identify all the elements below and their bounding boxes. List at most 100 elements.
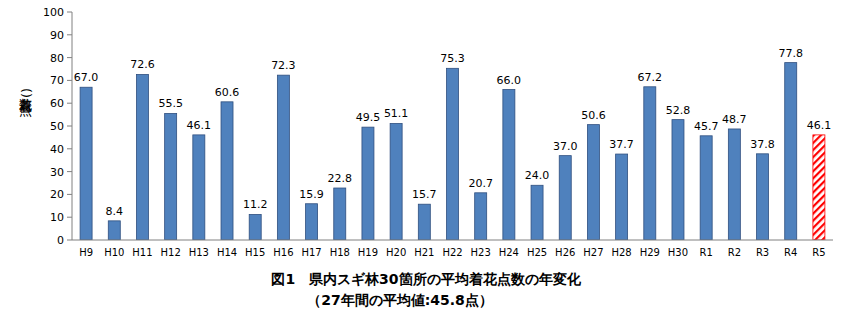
y-tick-label: 0 [57, 234, 64, 247]
y-tick [67, 103, 72, 104]
data-label: 37.7 [609, 138, 634, 151]
bar [362, 127, 374, 240]
y-tick [67, 148, 72, 149]
bar [503, 90, 515, 240]
y-tick-label: 100 [43, 6, 64, 19]
x-tick-label: H29 [640, 247, 660, 258]
data-label: 37.0 [553, 140, 578, 153]
x-tick-label: H11 [132, 247, 152, 258]
y-tick [67, 34, 72, 35]
bar [108, 221, 120, 240]
data-label: 22.8 [328, 172, 353, 185]
bar [475, 193, 487, 240]
y-tick [67, 57, 72, 58]
x-axis [72, 240, 833, 241]
x-tick-label: R4 [784, 247, 797, 258]
data-label: 67.0 [74, 71, 99, 84]
bar [80, 87, 92, 240]
data-label: 49.5 [356, 111, 381, 124]
y-tick-label: 20 [50, 188, 64, 201]
bar [221, 102, 233, 240]
data-label: 46.1 [807, 119, 832, 132]
title: 図1 県内スギ林30箇所の平均着花点数の年変化 [271, 271, 581, 287]
y-tick-label: 80 [50, 52, 64, 65]
x-tick-label: H22 [442, 247, 462, 258]
x-tick-label: H10 [104, 247, 124, 258]
y-tick [67, 171, 72, 172]
x-tick-label: H18 [330, 247, 350, 258]
data-label: 66.0 [497, 74, 522, 87]
y-tick [67, 126, 72, 127]
x-tick-label: H14 [217, 247, 237, 258]
data-label: 20.7 [468, 177, 493, 190]
bar [728, 129, 740, 240]
y-tick [67, 240, 72, 241]
data-label: 46.1 [187, 119, 212, 132]
x-tick-label: R2 [728, 247, 741, 258]
x-tick-label: H9 [79, 247, 93, 258]
bar [559, 156, 571, 240]
y-tick [67, 80, 72, 81]
bar [616, 154, 628, 240]
y-tick-label: 50 [50, 120, 64, 133]
x-tick-label: H28 [611, 247, 631, 258]
data-label: 51.1 [384, 107, 409, 120]
x-tick-label: R3 [756, 247, 769, 258]
data-label: 77.8 [778, 47, 803, 60]
data-label: 8.4 [106, 205, 124, 218]
x-tick-label: H13 [189, 247, 209, 258]
bar [700, 136, 712, 240]
bar [757, 154, 769, 240]
bar [644, 87, 656, 240]
data-label: 37.8 [750, 138, 775, 151]
bar [334, 188, 346, 240]
x-tick-label: H20 [386, 247, 406, 258]
x-tick-label: H26 [555, 247, 575, 258]
x-tick-label: H27 [583, 247, 603, 258]
x-tick-label: R5 [812, 247, 825, 258]
x-tick-label: R1 [700, 247, 713, 258]
x-tick-label: H16 [273, 247, 293, 258]
data-label: 15.9 [299, 188, 324, 201]
y-tick [67, 217, 72, 218]
bar [193, 135, 205, 240]
x-tick-label: H24 [499, 247, 519, 258]
y-tick-label: 70 [50, 74, 64, 87]
data-label: 11.2 [243, 198, 268, 211]
data-label: 24.0 [525, 169, 550, 182]
bar [531, 185, 543, 240]
bar [418, 204, 430, 240]
y-tick [67, 194, 72, 195]
x-tick-label: H15 [245, 247, 265, 258]
data-label: 60.6 [215, 86, 240, 99]
data-label: 50.6 [581, 109, 606, 122]
data-label: 67.2 [638, 71, 663, 84]
bar [672, 120, 684, 240]
data-label: 48.7 [722, 113, 747, 126]
x-tick-label: H23 [471, 247, 491, 258]
x-tick-label: H12 [161, 247, 181, 258]
y-tick-label: 90 [50, 29, 64, 42]
x-tick-label: H19 [358, 247, 378, 258]
chart: 0102030405060708090100H9H10H11H12H13H14H… [0, 0, 851, 317]
bar [277, 75, 289, 240]
bar [306, 204, 318, 240]
data-label: 72.6 [130, 58, 155, 71]
bar [587, 125, 599, 240]
bar [249, 214, 261, 240]
subtitle: （27年間の平均値:45.8点） [307, 292, 493, 308]
data-label: 52.8 [666, 104, 691, 117]
x-tick-label: H21 [414, 247, 434, 258]
bar [165, 113, 177, 240]
bar [813, 135, 825, 240]
x-tick-label: H30 [668, 247, 688, 258]
y-tick [67, 12, 72, 13]
bar [390, 123, 402, 240]
bars [80, 63, 825, 240]
bar [136, 74, 148, 240]
y-tick-label: 60 [50, 97, 64, 110]
bar [447, 68, 459, 240]
data-label: 45.7 [694, 120, 719, 133]
data-label: 75.3 [440, 52, 465, 65]
y-tick-label: 30 [50, 166, 64, 179]
